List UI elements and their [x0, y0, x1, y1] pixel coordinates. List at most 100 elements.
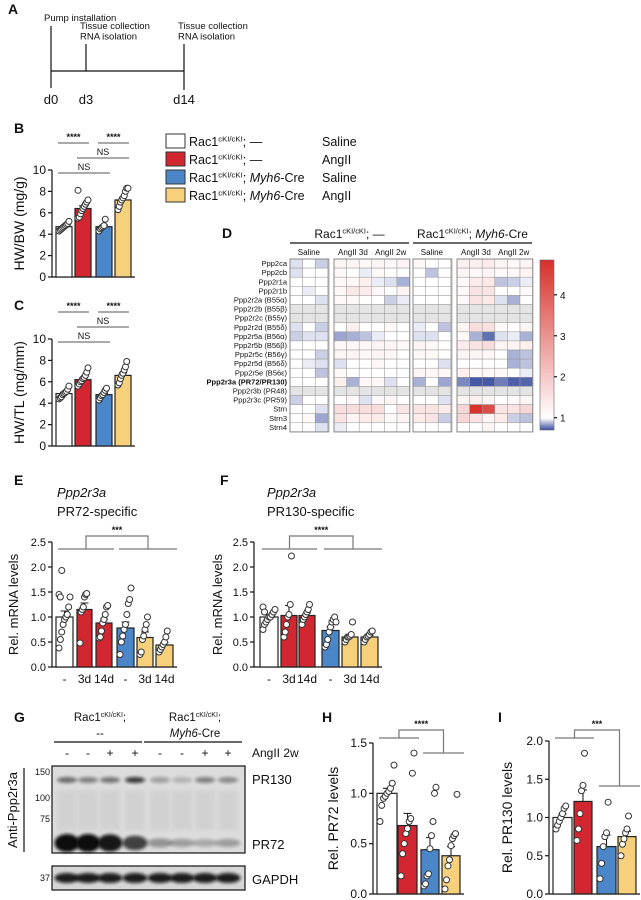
band-gapdh: [75, 873, 101, 883]
data-point: [271, 606, 279, 613]
heatmap-cell: [437, 258, 452, 269]
data-point: [261, 608, 268, 616]
data-point: [163, 627, 171, 635]
heatmap-cell: [412, 367, 426, 378]
heatmap-cell: [437, 358, 452, 369]
heatmap-cell: [456, 413, 470, 424]
heatmap-cell: [481, 422, 496, 433]
bar-chart-H: 0.0 0.5 1.0 1.5 Rel. PR72 levels ****: [325, 719, 464, 900]
panel-label-C: C: [14, 297, 24, 313]
y-axis-label: HW/BW (mg/g): [11, 176, 27, 270]
heatmap-cell: [333, 295, 347, 305]
mw-marker: 75: [40, 814, 50, 824]
chart-subtitle: PR130-specific: [267, 504, 355, 519]
y-tick-label: 2.0: [526, 734, 543, 748]
heatmap-column-header: AngII 3d: [461, 248, 491, 257]
heatmap-cell: [425, 286, 439, 296]
heatmap-cell: [412, 349, 426, 360]
data-point: [399, 850, 407, 858]
heatmap-cell: [302, 313, 316, 323]
data-point: [410, 749, 418, 757]
data-point: [425, 870, 432, 878]
band-pr130: [78, 777, 98, 783]
heatmap-genotype-header: Rac1cKI/cKI; Myh6-Cre: [417, 226, 528, 241]
heatmap-cell: [425, 340, 439, 351]
significance-label: NS: [97, 316, 110, 326]
heatmap-cell: [314, 349, 329, 360]
heatmap-block-border: [412, 258, 453, 433]
heatmap-cell: [314, 386, 329, 396]
heatmap-cell: [412, 331, 426, 342]
western-blot: Rac1cKI/cKI;--Rac1cKI/cKI;Myh6-Cre- - + + - -…: [5, 712, 299, 891]
heatmap-cell: [519, 295, 533, 305]
heatmap-cell: [481, 413, 496, 424]
band-pr72: [75, 834, 101, 852]
heatmap-cell: [519, 267, 533, 278]
heatmap-cell: [481, 367, 496, 378]
heatmap-cell: [469, 386, 483, 396]
data-point: [74, 186, 82, 194]
lane-smear: [125, 790, 145, 830]
y-tick-label: 6: [39, 375, 46, 389]
heatmap-cell: [371, 331, 385, 342]
heatmap-cell: [314, 331, 329, 342]
heatmap-cell: [481, 286, 496, 296]
data-point: [123, 611, 131, 618]
heatmap-cell: [358, 267, 373, 278]
heatmap-cell: [456, 258, 470, 269]
heatmap-cell: [358, 413, 373, 424]
heatmap-cell: [437, 276, 452, 287]
heatmap-cell: [412, 340, 426, 351]
bar-chart-I: 0.0 0.5 1.0 1.5 2.0 Rel. PR130 levels ***: [499, 719, 640, 900]
heatmap-cell: [371, 395, 385, 405]
heatmap-cell: [494, 404, 508, 414]
band-gapdh: [122, 873, 148, 883]
heatmap-block-border: [289, 258, 330, 433]
heatmap-cell: [371, 340, 385, 351]
heatmap-cell: [425, 422, 439, 433]
heatmap-cell: [507, 340, 521, 351]
band-pr130: [125, 777, 145, 783]
heatmap-cell: [456, 340, 470, 351]
data-point: [63, 611, 71, 618]
heatmap-cell: [456, 404, 470, 414]
data-point: [431, 789, 438, 797]
mw-marker: 37: [40, 873, 50, 883]
heatmap-cell: [384, 404, 398, 414]
data-point: [422, 880, 429, 888]
data-point: [288, 552, 295, 560]
heatmap-cell: [456, 322, 470, 333]
data-point: [127, 584, 135, 592]
data-point: [124, 184, 132, 192]
heatmap-cell: [469, 331, 483, 342]
legend-item: Rac1cKI/cKI; Myh6-Cre Saline: [165, 169, 357, 185]
heatmap-cell: [396, 313, 410, 323]
heatmap-cell: [456, 276, 470, 287]
heatmap-cell: [384, 322, 398, 333]
heatmap-row-label: Ppp2r5b (B56β): [234, 341, 288, 350]
heatmap-cell: [456, 267, 470, 278]
heatmap-cell: [507, 367, 521, 378]
heatmap-cell: [302, 349, 316, 360]
timeline: d0 Pump installation d3 Tissue collection RN…: [44, 13, 248, 107]
heatmap-cell: [494, 276, 508, 287]
heatmap-cell: [333, 386, 347, 396]
timeline-day: d3: [79, 92, 93, 107]
heatmap-cell: [289, 304, 303, 314]
band-pr130: [218, 777, 238, 783]
heatmap-row-label: Ppp2r2b (B55β): [234, 305, 288, 314]
heatmap-cell: [314, 395, 329, 405]
heatmap-cell: [396, 358, 410, 369]
lane-smear: [57, 790, 77, 830]
heatmap-cell: [456, 377, 470, 387]
heatmap-cell: [314, 258, 329, 269]
heatmap-cell: [346, 358, 360, 369]
significance-bracket: [573, 729, 621, 786]
heatmap-cell: [437, 267, 452, 278]
significance-bracket: [288, 535, 354, 549]
heatmap-cell: [384, 367, 398, 378]
heatmap-row-label: Ppp2r5e (B56ε): [235, 368, 288, 377]
heatmap-cell: [289, 367, 303, 378]
heatmap-cell: [469, 258, 483, 269]
band-pr130: [57, 777, 77, 783]
